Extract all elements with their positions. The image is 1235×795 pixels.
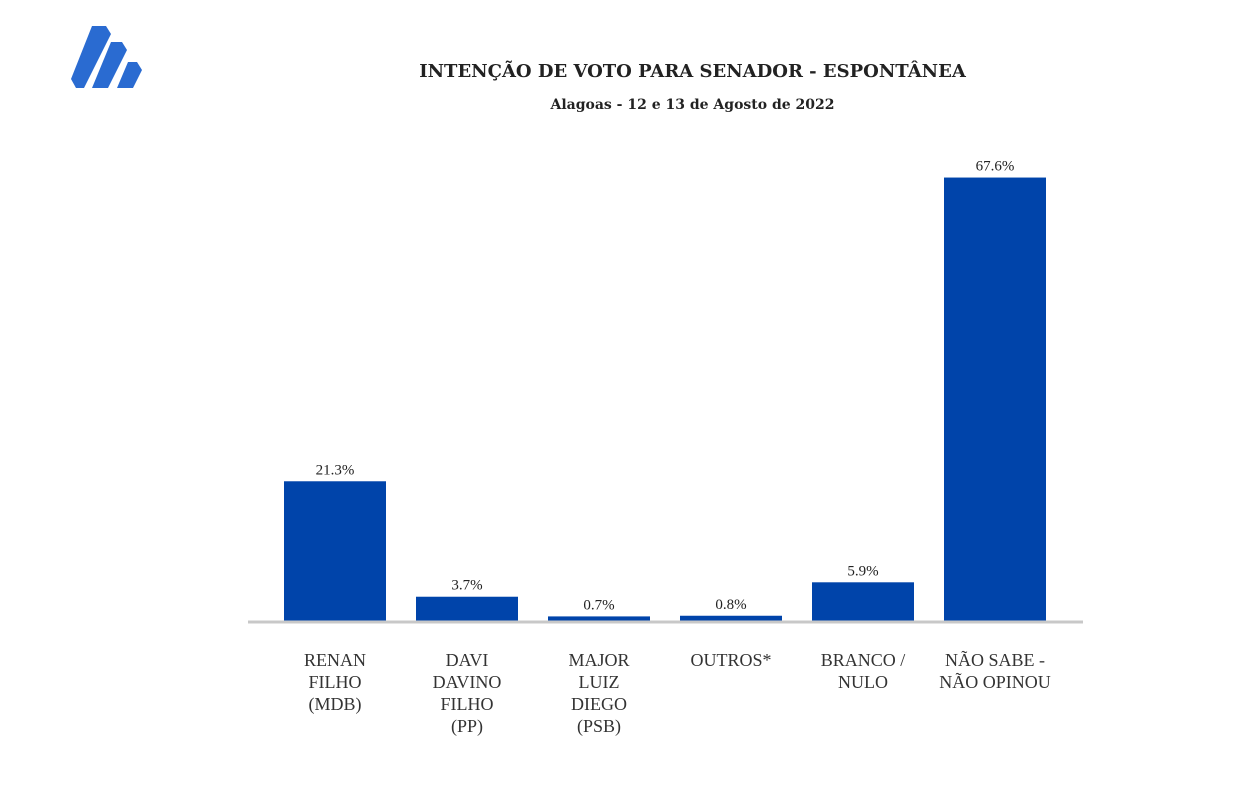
bar	[812, 582, 914, 621]
x-tick-label: OUTROS*	[690, 650, 772, 670]
data-label: 0.8%	[715, 597, 746, 613]
data-label: 5.9%	[847, 563, 878, 579]
x-tick-label: BRANCO / NULO	[820, 650, 906, 692]
x-tick-label: NÃO SABE - NÃO OPINOU	[939, 650, 1051, 692]
data-label: 0.7%	[583, 597, 614, 613]
bar	[284, 481, 386, 621]
bar	[416, 596, 518, 621]
data-label: 3.7%	[451, 578, 482, 594]
bar	[680, 615, 782, 621]
logo-icon	[71, 26, 142, 88]
data-label: 21.3%	[316, 462, 355, 478]
chart-subtitle: Alagoas - 12 e 13 de Agosto de 2022	[550, 97, 835, 113]
data-label: 67.6%	[976, 159, 1015, 175]
x-tick-label: RENAN FILHO (MDB)	[304, 650, 366, 714]
x-tick-label: DAVI DAVINO FILHO (PP)	[432, 650, 502, 736]
x-tick-label: MAJOR LUIZ DIEGO (PSB)	[568, 650, 630, 736]
bar	[548, 616, 650, 621]
chart-title: INTENÇÃO DE VOTO PARA SENADOR - ESPONTÂN…	[419, 61, 966, 82]
bar	[944, 177, 1046, 621]
